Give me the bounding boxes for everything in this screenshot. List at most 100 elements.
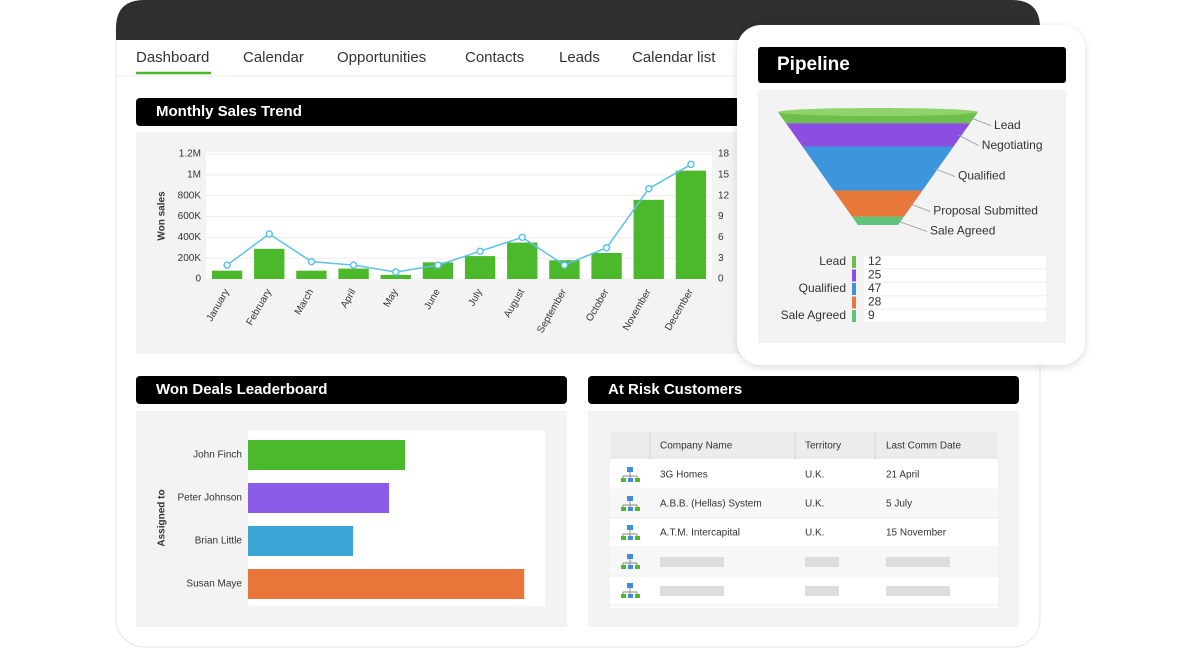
icon (628, 536, 633, 540)
nav-tab[interactable]: Leads (559, 49, 600, 66)
bar (507, 242, 538, 279)
icon (622, 501, 638, 507)
icon (628, 565, 633, 569)
legend-swatch (852, 269, 856, 282)
icon (621, 565, 626, 569)
y2-tick-label: 12 (718, 190, 730, 201)
panel-title: Monthly Sales Trend (156, 103, 302, 120)
icon (622, 588, 638, 594)
line-point (560, 261, 569, 269)
funnel-chart: Lead Negotiating Qualified Proposal Submitt… (778, 108, 1046, 322)
bar (211, 270, 243, 279)
legend-label: Lead (819, 254, 846, 268)
icon (635, 594, 640, 598)
leader-line (933, 168, 956, 177)
bar (338, 268, 369, 279)
leader-line (896, 220, 928, 232)
nav-tab[interactable]: Dashboard (136, 49, 209, 66)
table-cell: 21 April (886, 470, 919, 481)
table-header-bg (610, 432, 998, 459)
y-tick-label: 0 (195, 274, 201, 285)
nav-tab[interactable]: Calendar list (632, 49, 716, 66)
panel-title: Pipeline (777, 54, 850, 75)
line-point (518, 233, 526, 242)
legend-value: 12 (868, 254, 882, 268)
icon (627, 554, 633, 559)
bar (380, 274, 411, 279)
nav-tab[interactable]: Calendar (243, 49, 304, 66)
table-cell: 5 July (886, 499, 912, 510)
y-tick-label: Peter Johnson (178, 493, 243, 504)
line-point (223, 261, 231, 269)
y2-tick-label: 15 (718, 169, 730, 180)
leader-line (969, 117, 992, 126)
funnel-segment (833, 190, 923, 217)
y-tick-label: Susan Maye (186, 579, 242, 590)
bar (254, 248, 285, 279)
legend-swatch (852, 310, 856, 322)
table-bg (610, 432, 998, 608)
bar (248, 526, 354, 556)
line-point (349, 261, 358, 269)
table-cell: A.T.M. Intercapital (660, 528, 740, 539)
panel-header (136, 376, 567, 404)
legend-value: 25 (868, 268, 882, 282)
placeholder (886, 586, 950, 596)
funnel-label: Lead (994, 118, 1021, 132)
y-tick-label: 200K (178, 253, 202, 264)
line-point (265, 230, 273, 238)
nav-tab[interactable]: Contacts (465, 49, 524, 66)
funnel-rim (778, 108, 978, 116)
icon (621, 536, 626, 540)
placeholder (660, 586, 724, 596)
panel-header (136, 98, 740, 126)
panel-title: Won Deals Leaderboard (156, 381, 327, 398)
y-tick-label: 1.2M (179, 149, 201, 160)
legend-swatch (852, 283, 856, 295)
icon (621, 478, 626, 482)
y2-tick-label: 18 (718, 149, 730, 160)
panel-title: At Risk Customers (608, 381, 742, 398)
table-cell: 3G Homes (660, 470, 708, 481)
row-stripe (610, 490, 998, 518)
line (226, 163, 692, 273)
nav: Dashboard Calendar Opportunities Contact… (116, 49, 740, 77)
y2-tick-label: 9 (718, 211, 724, 222)
y-axis-label: Won sales (157, 191, 168, 241)
row-bg (864, 310, 1046, 322)
y-tick-label: 600K (178, 211, 202, 222)
icon (635, 565, 640, 569)
icon (621, 507, 626, 511)
funnel-segment (785, 123, 971, 147)
icon (622, 559, 638, 565)
y2-tick-label: 0 (718, 274, 724, 285)
leader-line (957, 134, 979, 146)
column-header: Last Comm Date (886, 441, 961, 452)
line-point (602, 244, 611, 252)
table-cell: A.B.B. (Hellas) System (660, 499, 762, 510)
line-point (392, 268, 400, 276)
customer-table: Company Name Territory Last Comm Date 3G Ho… (610, 432, 998, 606)
table-cell: U.K. (805, 470, 824, 481)
bar (464, 256, 496, 279)
legend-value: 28 (868, 295, 882, 309)
nav-tab[interactable]: Opportunities (337, 49, 426, 66)
leader-line (909, 203, 931, 212)
row-bg (864, 283, 1046, 295)
legend-swatch (852, 296, 856, 309)
placeholder (660, 557, 724, 567)
icon (628, 478, 633, 482)
table-cell: U.K. (805, 528, 824, 539)
y2-tick-label: 6 (718, 232, 724, 243)
y2-tick-label: 3 (718, 253, 724, 264)
icon (621, 594, 626, 598)
placeholder (886, 557, 950, 567)
table-cell: U.K. (805, 499, 824, 510)
line-point (307, 257, 316, 266)
icon (635, 507, 640, 511)
row-bg (864, 269, 1046, 282)
y-tick-label: 400K (178, 232, 202, 243)
funnel-label: Proposal Submitted (933, 204, 1038, 218)
icon (627, 496, 633, 501)
